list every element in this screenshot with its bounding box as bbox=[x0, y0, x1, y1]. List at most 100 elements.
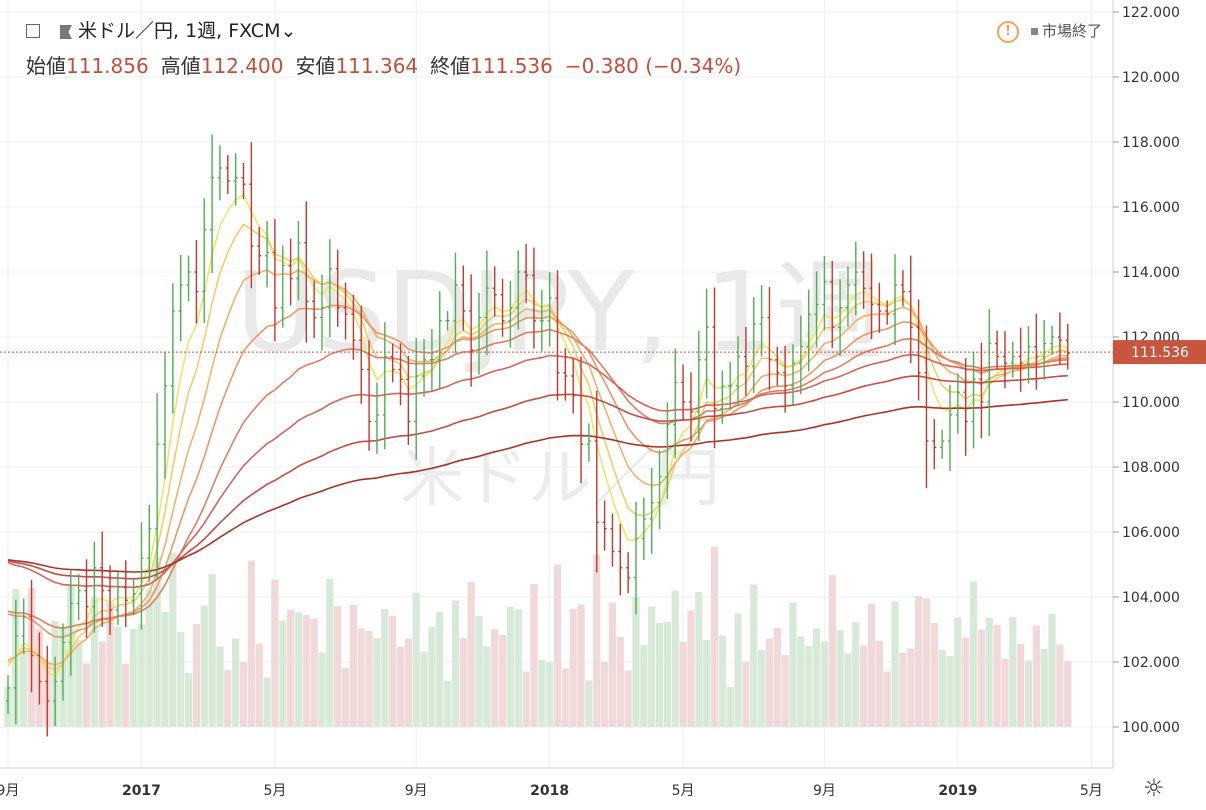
volume-bar bbox=[632, 597, 640, 727]
volume-bar bbox=[514, 609, 522, 727]
exclamation-circle-icon[interactable]: ! bbox=[996, 20, 1019, 43]
candle bbox=[139, 522, 144, 630]
volume-bar bbox=[365, 631, 373, 727]
volume-bar bbox=[522, 671, 530, 727]
time-tick-label: 9月 bbox=[405, 783, 428, 799]
candles bbox=[6, 134, 1070, 737]
volume-bar bbox=[389, 616, 397, 727]
candle bbox=[29, 579, 34, 693]
candle bbox=[225, 155, 230, 194]
candle bbox=[68, 570, 73, 676]
time-tick-label: 2019 bbox=[938, 783, 977, 799]
candle bbox=[979, 342, 984, 439]
volume-bar bbox=[875, 641, 883, 727]
price-axis[interactable]: 100.000 102.000 104.000 106.000 108.000 110.0… bbox=[1113, 5, 1180, 736]
candle bbox=[469, 274, 474, 387]
volume-bar bbox=[985, 618, 993, 727]
volume-bar bbox=[326, 579, 334, 727]
chart-header[interactable]: 米ドル／円, 1週, FXCM⌄ bbox=[26, 16, 296, 43]
status-dot-icon bbox=[1030, 28, 1038, 35]
candle bbox=[649, 468, 654, 554]
volume-bar bbox=[593, 554, 601, 727]
candle bbox=[257, 226, 262, 275]
collapse-icon[interactable] bbox=[26, 24, 40, 38]
flag-icon bbox=[60, 25, 72, 39]
volume-bar bbox=[491, 629, 499, 727]
market-status[interactable]: ! 市場終了 bbox=[996, 20, 1102, 43]
candle bbox=[233, 153, 238, 206]
candle bbox=[1065, 323, 1070, 370]
volume-bar bbox=[812, 628, 821, 727]
volume-bar bbox=[287, 610, 295, 727]
volume-bar bbox=[695, 592, 703, 727]
candle bbox=[320, 274, 324, 351]
price-tick-label: 104.000 bbox=[1122, 590, 1180, 606]
volume-bar bbox=[137, 624, 146, 727]
chevron-down-icon[interactable]: ⌄ bbox=[280, 20, 297, 42]
time-tick-label: 5月 bbox=[672, 783, 695, 799]
volume-bar bbox=[640, 645, 648, 727]
candle bbox=[830, 261, 835, 348]
volume-bar bbox=[1064, 661, 1072, 727]
candle bbox=[374, 382, 379, 454]
volume-bar bbox=[75, 640, 83, 727]
volume-bar bbox=[561, 668, 569, 727]
candle bbox=[571, 358, 576, 414]
candle bbox=[877, 282, 882, 333]
volume-bar bbox=[90, 597, 98, 727]
candle bbox=[822, 256, 827, 331]
price-tick-label: 114.000 bbox=[1122, 265, 1180, 281]
volume-bar bbox=[569, 609, 577, 727]
volume-bar bbox=[703, 640, 711, 727]
candle bbox=[634, 501, 638, 615]
price-tick-label: 122.000 bbox=[1122, 5, 1180, 21]
volume-bar bbox=[428, 627, 436, 727]
candle bbox=[586, 423, 591, 462]
candle bbox=[477, 292, 481, 375]
candle bbox=[437, 291, 442, 390]
volume-bar bbox=[381, 609, 389, 727]
volume-bars bbox=[4, 547, 1072, 727]
ema-ribbon bbox=[7, 193, 1069, 677]
volume-bar bbox=[891, 601, 899, 727]
volume-bar bbox=[82, 663, 91, 727]
time-tick-label: 9月 bbox=[0, 783, 19, 799]
candle bbox=[155, 393, 160, 580]
volume-bar bbox=[200, 605, 208, 727]
volume-bar bbox=[828, 575, 836, 727]
volume-bar bbox=[396, 646, 405, 727]
volume-bar bbox=[263, 677, 271, 727]
candle bbox=[665, 402, 670, 499]
volume-bar bbox=[765, 638, 774, 727]
volume-bar bbox=[915, 596, 923, 727]
volume-bar bbox=[538, 660, 546, 727]
volume-bar bbox=[169, 552, 177, 727]
volume-bar bbox=[1048, 614, 1056, 727]
volume-bar bbox=[1056, 644, 1064, 727]
gear-icon[interactable]: ☼ bbox=[1143, 774, 1165, 802]
time-tick-label: 2018 bbox=[530, 783, 569, 799]
time-axis[interactable]: 9月 2017 5月 9月 2018 5月 9月 2019 5月 bbox=[0, 783, 1103, 799]
volume-bar bbox=[758, 650, 766, 727]
volume-bar bbox=[294, 612, 303, 727]
volume-bar bbox=[106, 603, 114, 727]
volume-bar bbox=[20, 651, 28, 727]
volume-bar bbox=[993, 625, 1001, 727]
candle bbox=[712, 287, 717, 449]
candle bbox=[916, 299, 921, 401]
volume-bar bbox=[153, 557, 161, 727]
change-value: −0.380 (−0.34%) bbox=[564, 54, 742, 78]
candle bbox=[853, 241, 858, 316]
volume-bar bbox=[483, 646, 491, 727]
symbol-title[interactable]: 米ドル／円, 1週, FXCM bbox=[78, 20, 281, 42]
volume-bar bbox=[114, 626, 122, 727]
candle bbox=[908, 255, 913, 364]
ema-line-55 bbox=[7, 353, 1068, 589]
low-value: 111.364 bbox=[335, 54, 419, 78]
volume-bar bbox=[883, 671, 891, 727]
volume-bar bbox=[459, 638, 467, 727]
volume-bar bbox=[349, 605, 357, 727]
volume-bar bbox=[216, 646, 224, 727]
candle bbox=[893, 254, 898, 346]
